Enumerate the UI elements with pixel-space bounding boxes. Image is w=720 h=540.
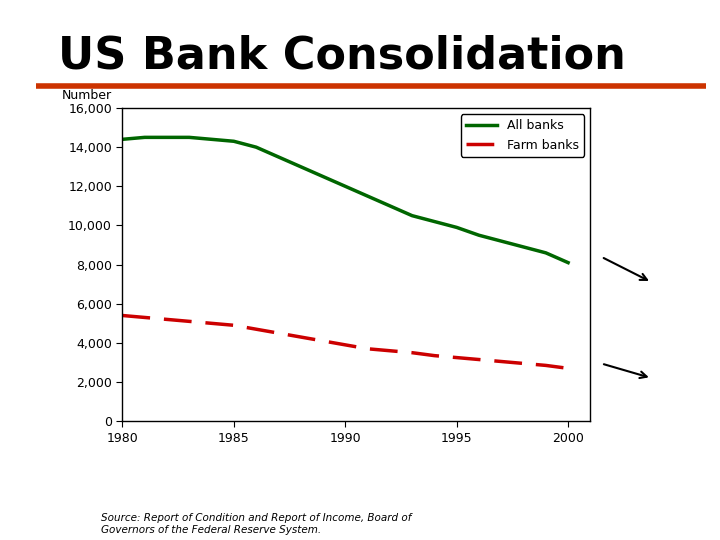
Farm banks	[319, 338, 328, 344]
All banks	[474, 232, 483, 239]
Farm banks	[430, 353, 438, 359]
All banks	[252, 144, 261, 151]
All banks	[163, 134, 171, 140]
All banks	[207, 136, 216, 143]
All banks	[185, 134, 194, 140]
Farm banks	[163, 316, 171, 323]
All banks	[274, 154, 283, 160]
All banks	[541, 249, 550, 256]
Farm banks	[363, 346, 372, 352]
All banks	[519, 244, 528, 250]
All banks	[140, 134, 149, 140]
Farm banks	[452, 354, 461, 361]
Legend: All banks, Farm banks: All banks, Farm banks	[461, 114, 584, 157]
All banks	[363, 193, 372, 199]
Farm banks	[185, 318, 194, 325]
All banks	[319, 173, 328, 180]
Farm banks	[297, 334, 305, 340]
Farm banks	[252, 326, 261, 333]
All banks	[497, 238, 505, 245]
Farm banks	[519, 360, 528, 367]
All banks	[230, 138, 238, 145]
Farm banks	[408, 349, 416, 356]
Farm banks	[230, 322, 238, 328]
Farm banks	[474, 356, 483, 363]
Farm banks	[118, 312, 127, 319]
All banks	[452, 224, 461, 231]
All banks	[408, 212, 416, 219]
Farm banks	[385, 348, 394, 354]
All banks	[341, 183, 350, 190]
Farm banks	[274, 330, 283, 336]
Text: Number: Number	[61, 89, 112, 102]
Text: Source: Report of Condition and Report of Income, Board of
Governors of the Fede: Source: Report of Condition and Report o…	[101, 513, 411, 535]
Farm banks	[341, 342, 350, 348]
Line: Farm banks: Farm banks	[122, 315, 568, 368]
Text: US Bank Consolidation: US Bank Consolidation	[58, 34, 626, 77]
All banks	[385, 202, 394, 209]
Farm banks	[207, 320, 216, 327]
Line: All banks: All banks	[122, 137, 568, 262]
Farm banks	[497, 358, 505, 365]
Farm banks	[564, 365, 572, 372]
Farm banks	[541, 362, 550, 369]
All banks	[118, 136, 127, 143]
All banks	[430, 218, 438, 225]
All banks	[297, 164, 305, 170]
All banks	[564, 259, 572, 266]
Farm banks	[140, 314, 149, 321]
